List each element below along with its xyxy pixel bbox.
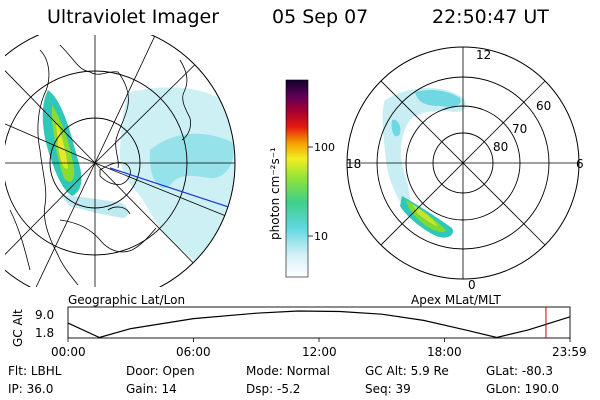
y-tick-9: 9.0 — [35, 308, 54, 322]
geographic-map — [5, 35, 236, 287]
mlt-label-0: 0 — [468, 278, 476, 292]
info-ip: IP: 36.0 — [8, 382, 54, 396]
info-mode: Mode: Normal — [246, 364, 330, 378]
info-gc-alt: GC Alt: 5.9 Re — [365, 364, 449, 378]
mlt-label-12: 12 — [476, 48, 491, 62]
info-door: Door: Open — [126, 364, 195, 378]
info-filter: Flt: LBHL — [8, 364, 62, 378]
mlat-label-70: 70 — [512, 122, 527, 136]
right-map-caption: Apex MLat/MLT — [411, 293, 501, 307]
timeline-ylabel: GC Alt — [11, 309, 25, 347]
info-glon: GLon: 190.0 — [486, 382, 559, 396]
mlt-label-18: 18 — [346, 157, 361, 171]
info-seq: Seq: 39 — [365, 382, 411, 396]
left-map-caption: Geographic Lat/Lon — [68, 293, 185, 307]
x-tick-1200: 12:00 — [302, 345, 337, 359]
colorbar: 100 10 photon cm⁻²s⁻¹ — [268, 79, 335, 278]
mlat-label-60: 60 — [536, 99, 551, 113]
altitude-timeline: 9.0 1.8 GC Alt 00:00 06:00 12:00 18:00 2… — [11, 306, 587, 359]
colorbar-tick-10: 10 — [314, 230, 328, 243]
info-glat: GLat: -80.3 — [486, 364, 553, 378]
magnetic-polar-map: 12 18 6 0 60 70 80 — [346, 46, 584, 292]
aurora-emission-right — [382, 88, 466, 238]
colorbar-tick-100: 100 — [314, 141, 335, 154]
x-tick-1800: 18:00 — [427, 345, 462, 359]
x-tick-2359: 23:59 — [552, 345, 587, 359]
instrument-title: Ultraviolet Imager — [47, 6, 220, 28]
x-tick-0600: 06:00 — [176, 345, 211, 359]
observation-time: 22:50:47 UT — [432, 6, 549, 28]
info-gain: Gain: 14 — [126, 382, 177, 396]
colorbar-unit-label: photon cm⁻²s⁻¹ — [268, 147, 282, 240]
info-dsp: Dsp: -5.2 — [246, 382, 301, 396]
mlt-label-6: 6 — [576, 157, 584, 171]
mlat-label-80: 80 — [493, 140, 508, 154]
orbit-altitude-curve — [67, 310, 570, 339]
y-tick-1-8: 1.8 — [35, 326, 54, 340]
x-tick-0000: 00:00 — [51, 345, 86, 359]
observation-date: 05 Sep 07 — [272, 6, 369, 28]
